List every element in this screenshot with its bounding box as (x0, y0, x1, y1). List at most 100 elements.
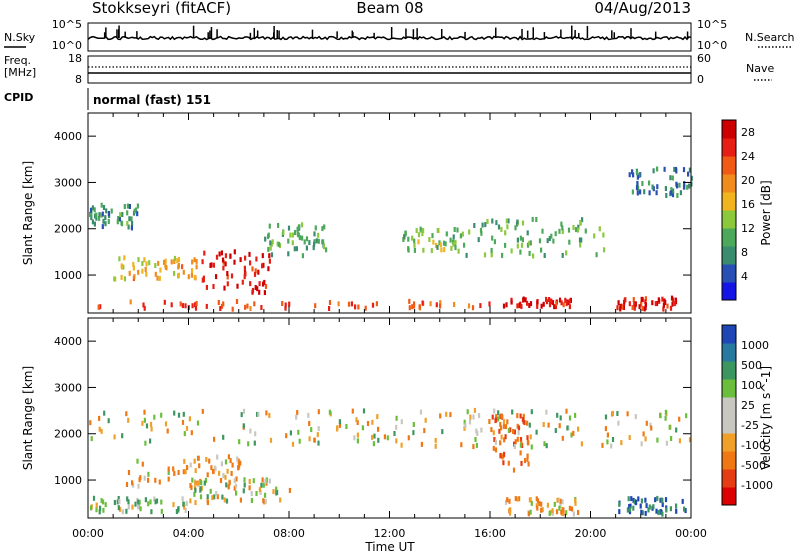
heatmap-cell (104, 215, 107, 221)
colorbar-segment (722, 343, 736, 362)
heatmap-cell (203, 250, 206, 256)
heatmap-cell (415, 228, 418, 234)
heatmap-cell (314, 225, 317, 231)
heatmap-cell (678, 416, 681, 422)
heatmap-cell (193, 274, 196, 280)
heatmap-cell (665, 440, 668, 446)
heatmap-cell (194, 468, 197, 474)
heatmap-cell (660, 497, 663, 503)
heatmap-cell (574, 227, 578, 233)
heatmap-cell (593, 233, 596, 239)
heatmap-cell (258, 289, 261, 295)
heatmap-cell (215, 274, 218, 280)
heatmap-cell (551, 510, 554, 516)
heatmap-cell (102, 218, 105, 224)
heatmap-cell (120, 274, 123, 280)
heatmap-cell (517, 425, 521, 431)
heatmap-cell (524, 297, 527, 303)
heatmap-cell (305, 236, 309, 242)
colorbar-frame (721, 324, 737, 506)
heatmap-cell (471, 305, 475, 311)
heatmap-cell (251, 287, 255, 293)
heatmap-cell (123, 255, 126, 261)
heatmap-cell (558, 423, 561, 429)
heatmap-cell (147, 471, 150, 477)
heatmap-cell (177, 257, 181, 262)
heatmap-cell (686, 184, 689, 190)
heatmap-cell (227, 484, 230, 490)
heatmap-cell (267, 246, 270, 252)
heatmap-cell (215, 254, 219, 260)
heatmap-cell (187, 274, 190, 280)
heatmap-cell (491, 414, 494, 420)
heatmap-cell (671, 175, 674, 181)
heatmap-cell (644, 302, 647, 308)
noise-sky-line (87, 25, 692, 41)
heatmap-cell (663, 298, 666, 304)
heatmap-cell (529, 509, 532, 515)
heatmap-cell (244, 271, 247, 277)
heatmap-cell (154, 263, 157, 268)
heatmap-cell (312, 245, 315, 251)
heatmap-cell (543, 441, 546, 447)
heatmap-cell (519, 235, 522, 241)
heatmap-cell (541, 507, 544, 513)
y-tick-label: 1000 (54, 269, 82, 282)
heatmap-cell (490, 427, 493, 433)
heatmap-cell (135, 207, 138, 213)
heatmap-cell (263, 279, 266, 285)
heatmap-cell (222, 301, 225, 307)
heatmap-cell (540, 507, 543, 513)
heatmap-cell (239, 497, 242, 503)
heatmap-cell (488, 419, 491, 424)
heatmap-cell (153, 496, 156, 502)
heatmap-cell (227, 454, 230, 460)
heatmap-cell (654, 301, 657, 307)
heatmap-cell (641, 510, 644, 516)
heatmap-cell (491, 218, 494, 224)
heatmap-cell (206, 472, 209, 478)
heatmap-cell (645, 503, 648, 509)
heatmap-cell (301, 222, 304, 228)
heatmap-cell (107, 418, 110, 424)
heatmap-cell (561, 252, 564, 258)
heatmap-cell (172, 466, 175, 472)
heatmap-cell (526, 440, 529, 446)
heatmap-cell (500, 434, 503, 440)
heatmap-cell (577, 426, 580, 432)
heatmap-cell (262, 262, 265, 268)
heatmap-cell (104, 502, 107, 508)
heatmap-cell (159, 267, 162, 273)
x-tick-label: 20:00 (575, 527, 607, 540)
heatmap-cell (516, 496, 519, 502)
heatmap-cell (577, 224, 580, 230)
heatmap-cell (571, 506, 574, 512)
heatmap-cell (688, 183, 691, 189)
heatmap-cell (644, 497, 647, 503)
heatmap-cell (606, 432, 609, 438)
heatmap-cell (208, 458, 211, 464)
heatmap-cell (246, 303, 249, 309)
heatmap-cell (269, 437, 273, 443)
heatmap-cell (551, 508, 554, 514)
heatmap-cell (230, 471, 233, 476)
heatmap-cell (461, 231, 464, 237)
heatmap-cell (293, 246, 296, 252)
heatmap-cell (644, 510, 647, 516)
velocity-axis-ticks: 1000 2000 3000 4000 (54, 318, 692, 518)
heatmap-cell (257, 269, 260, 275)
heatmap-cell (144, 440, 147, 446)
heatmap-cell (233, 485, 236, 491)
heatmap-cell (483, 252, 487, 258)
heatmap-cell (491, 235, 494, 241)
heatmap-cell (500, 425, 503, 431)
heatmap-cell (634, 301, 637, 307)
heatmap-cell (191, 259, 194, 265)
heatmap-cell (117, 216, 120, 221)
heatmap-cell (194, 480, 197, 486)
heatmap-cell (268, 412, 271, 418)
heatmap-cell (441, 429, 444, 435)
heatmap-cell (545, 443, 548, 449)
heatmap-cell (141, 461, 144, 467)
heatmap-cell (262, 482, 265, 488)
